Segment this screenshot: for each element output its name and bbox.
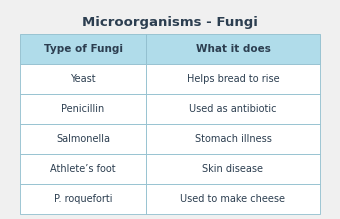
Bar: [20, 124, 146, 154]
Text: Microorganisms - Fungi: Microorganisms - Fungi: [82, 16, 258, 29]
Text: What it does: What it does: [195, 44, 270, 54]
Bar: [20, 34, 146, 64]
Bar: [20, 184, 146, 214]
Bar: [146, 154, 320, 184]
Text: Yeast: Yeast: [70, 74, 96, 84]
Bar: [146, 124, 320, 154]
Bar: [20, 94, 146, 124]
Text: Penicillin: Penicillin: [62, 104, 105, 114]
Bar: [20, 154, 146, 184]
Bar: [146, 64, 320, 94]
Text: P. roqueforti: P. roqueforti: [54, 194, 112, 204]
Text: Skin disease: Skin disease: [203, 164, 264, 174]
Bar: [146, 94, 320, 124]
Text: Used as antibiotic: Used as antibiotic: [189, 104, 277, 114]
Text: Helps bread to rise: Helps bread to rise: [187, 74, 279, 84]
Text: Stomach illness: Stomach illness: [194, 134, 271, 144]
Bar: [20, 64, 146, 94]
Text: Used to make cheese: Used to make cheese: [181, 194, 286, 204]
Text: Athlete’s foot: Athlete’s foot: [50, 164, 116, 174]
Text: Type of Fungi: Type of Fungi: [44, 44, 122, 54]
Text: Salmonella: Salmonella: [56, 134, 110, 144]
Bar: [146, 34, 320, 64]
Bar: [146, 184, 320, 214]
